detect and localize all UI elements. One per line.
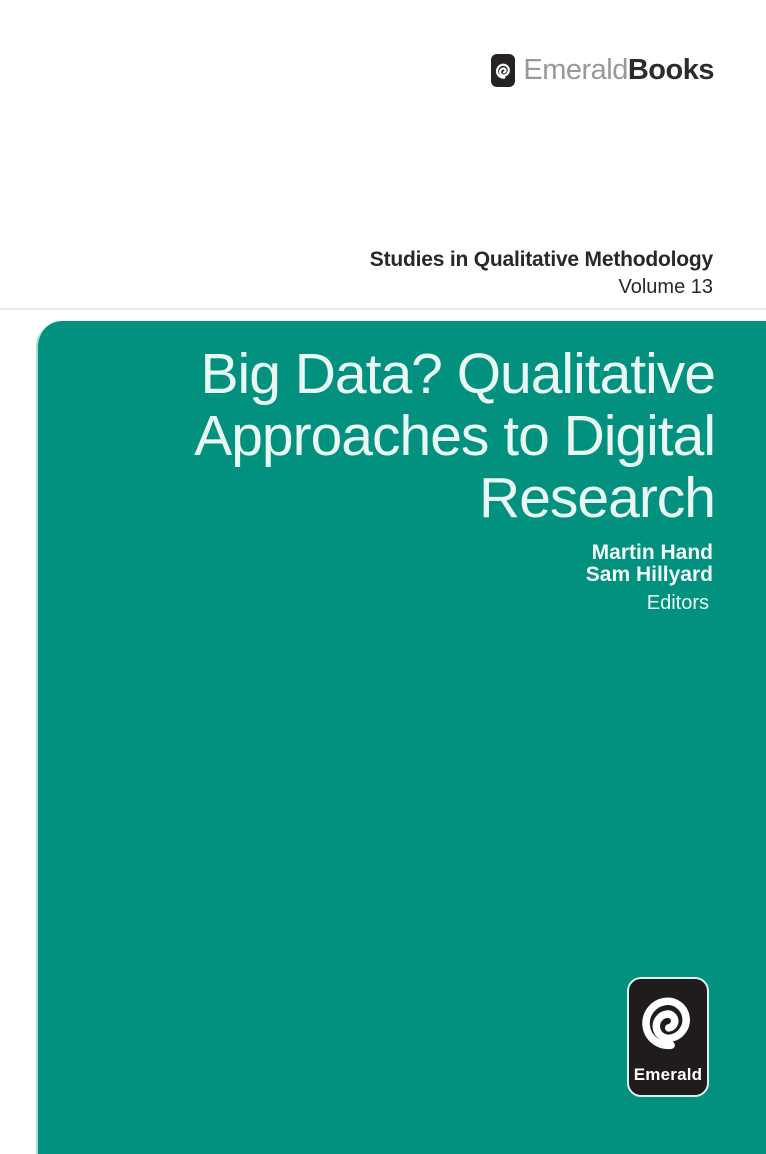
book-title: Big Data? Qualitative Approaches to Digi… xyxy=(58,342,716,530)
brand-name-bold: Books xyxy=(627,54,715,86)
editor-name: Martin Hand xyxy=(591,541,713,564)
emerald-publisher-badge: Emerald xyxy=(627,977,709,1097)
series-volume: Volume 13 xyxy=(618,276,713,298)
editors-label: Editors xyxy=(646,592,709,614)
editor-name: Sam Hillyard xyxy=(585,563,713,586)
cover-panel: Big Data? Qualitative Approaches to Digi… xyxy=(36,321,766,1154)
divider-line xyxy=(0,308,766,310)
book-title-line: Research xyxy=(479,466,716,530)
editor-names: Martin Hand Sam Hillyard xyxy=(586,542,713,586)
badge-wordmark: Emerald xyxy=(633,1065,703,1084)
book-title-line: Big Data? Qualitative xyxy=(200,342,716,406)
brand-name-regular: Emerald xyxy=(523,54,628,86)
publisher-logo: Emerald Books xyxy=(491,54,715,87)
book-title-line: Approaches to Digital xyxy=(194,404,716,468)
emerald-spiral-e-icon xyxy=(491,54,516,87)
emerald-spiral-e-icon xyxy=(642,997,690,1050)
series-title: Studies in Qualitative Methodology xyxy=(369,248,713,271)
series-heading: Studies in Qualitative Methodology Volum… xyxy=(370,246,713,301)
